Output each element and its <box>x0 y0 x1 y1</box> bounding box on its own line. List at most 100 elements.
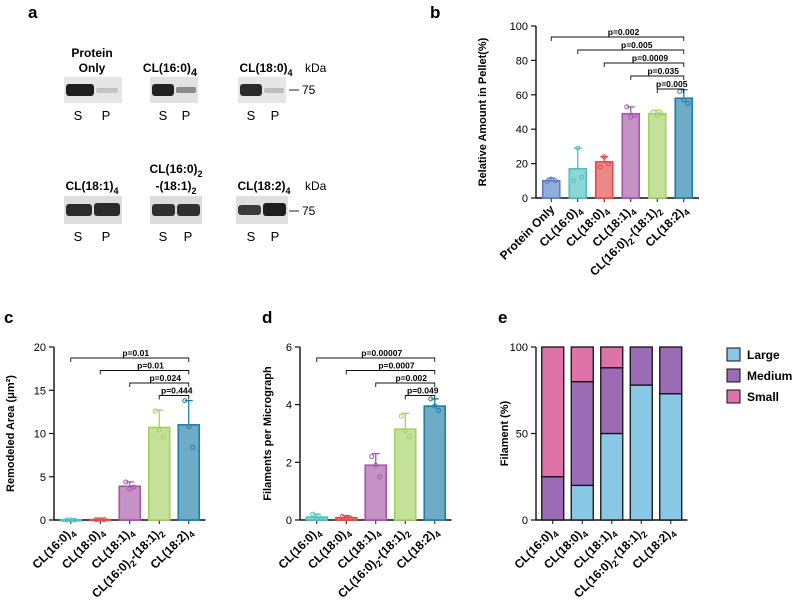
stack-segment-large <box>570 484 594 521</box>
data-point-d <box>339 514 345 520</box>
data-point-b <box>650 109 656 115</box>
data-point-b <box>628 114 634 120</box>
panel-label-d: d <box>262 308 272 327</box>
bar-b <box>647 112 667 199</box>
lane-p-2: P <box>182 108 191 123</box>
significance-bracket-c <box>99 370 190 375</box>
data-point-b <box>548 176 554 182</box>
significance-bracket-b <box>656 88 685 93</box>
significance-bracket-c <box>70 357 190 362</box>
marker-75-top: 75 <box>302 83 316 97</box>
significance-bracket-d <box>375 382 436 387</box>
stack-segment-large <box>600 432 624 521</box>
data-point-c <box>72 517 78 523</box>
data-point-b <box>605 161 611 167</box>
data-point-b <box>658 111 664 117</box>
bar-d <box>364 464 388 521</box>
lane-s-3: S <box>247 108 256 123</box>
data-point-d <box>318 516 324 522</box>
panel-label-b: b <box>430 3 440 22</box>
panel-label-e: e <box>498 308 507 327</box>
y-tick-label-b: 40 <box>516 124 528 136</box>
significance-bracket-d <box>316 357 436 362</box>
stack-segment-medium <box>600 367 624 435</box>
y-tick-label-b: 80 <box>516 55 528 67</box>
y-tick-label-c: 15 <box>34 385 46 397</box>
data-point-b <box>597 164 603 170</box>
y-tick-label-d: 4 <box>286 400 292 412</box>
data-point-b <box>571 178 577 184</box>
gel-title-cl16-0-18-1-line2: -(18:1)2 <box>155 179 196 196</box>
data-point-c <box>160 434 166 440</box>
data-point-c <box>190 444 196 450</box>
data-point-b <box>681 97 687 103</box>
lane-p-4: P <box>102 229 111 244</box>
gel-band-s-6 <box>238 205 261 215</box>
significance-bracket-b <box>577 49 685 54</box>
significance-bracket-b <box>550 36 685 41</box>
lane-s-2: S <box>159 108 168 123</box>
data-point-c <box>156 427 162 433</box>
gel-band-s-5 <box>152 204 175 216</box>
gel-band-s-2 <box>152 84 174 96</box>
stack-segment-medium <box>570 380 594 487</box>
significance-bracket-b <box>630 75 685 80</box>
gel-band-p-1 <box>96 88 118 93</box>
y-tick-label-e: 100 <box>510 342 528 354</box>
lane-p-6: P <box>271 229 280 244</box>
gel-title-cl16-0: CL(16:0)4 <box>143 61 198 79</box>
stack-segment-small <box>600 346 624 369</box>
lane-p-5: P <box>184 229 193 244</box>
data-point-b <box>654 112 660 118</box>
gel-title-cl18-1: CL(18:1)4 <box>65 179 118 196</box>
gel-band-s-4 <box>66 204 92 216</box>
data-point-b <box>632 112 638 118</box>
data-point-d <box>402 428 408 434</box>
y-tick-label-b: 0 <box>522 193 528 205</box>
y-tick-label-c: 5 <box>40 472 46 484</box>
bar-c <box>177 424 201 521</box>
legend-swatch-small <box>726 389 741 404</box>
lane-s-6: S <box>247 229 256 244</box>
p-value-label-b: p=0.0009 <box>632 53 668 63</box>
western-blot-panel: Protein Only S P CL(16:0)4 S P CL(18:0)4… <box>64 46 327 244</box>
data-point-c <box>131 484 137 490</box>
lane-p-3: P <box>271 108 280 123</box>
data-point-b <box>624 104 630 110</box>
data-point-b <box>544 179 550 185</box>
data-point-b <box>575 145 581 151</box>
chart-b: 0 20 40 60 80 100 Relative Amount in Pellet(%)… <box>477 21 699 279</box>
data-point-c <box>152 408 158 414</box>
p-value-label-b: p=0.002 <box>608 27 640 37</box>
p-value-label-c: p=0.01 <box>137 361 164 371</box>
stack-segment-medium <box>659 346 683 395</box>
p-value-label-d: p=0.002 <box>396 373 428 383</box>
gel-title-cl18-0: CL(18:0)4 <box>239 61 292 78</box>
data-point-d <box>377 474 383 480</box>
panel-label-a: a <box>28 3 38 22</box>
gel-title-cl16-0-18-1: CL(16:0)2 <box>149 162 202 179</box>
significance-bracket-b <box>603 62 685 67</box>
p-value-label-b: p=0.005 <box>656 79 688 89</box>
gel-band-s-3 <box>240 84 262 96</box>
y-tick-label-c: 20 <box>34 342 46 354</box>
data-point-d <box>310 511 316 517</box>
bar-b <box>621 112 641 199</box>
gel-band-p-6 <box>263 203 286 216</box>
y-tick-label-c: 10 <box>34 429 46 441</box>
gel-band-p-2 <box>176 87 196 93</box>
bar-b <box>541 180 561 199</box>
legend-label-medium: Medium <box>747 369 792 383</box>
gel-title-protein-only-line2: Only <box>79 61 106 75</box>
stack-segment-medium <box>629 346 653 386</box>
lane-s-4: S <box>74 229 83 244</box>
data-point-b <box>552 178 558 184</box>
y-axis-label-e: Filament (%) <box>499 400 511 466</box>
bar-d <box>334 516 358 521</box>
p-value-label-d: p=0.049 <box>407 386 439 396</box>
data-point-b <box>685 100 691 106</box>
data-point-d <box>369 454 375 460</box>
bar-d <box>393 428 417 521</box>
y-axis-label-d: Filaments per Micrograph <box>262 366 274 501</box>
